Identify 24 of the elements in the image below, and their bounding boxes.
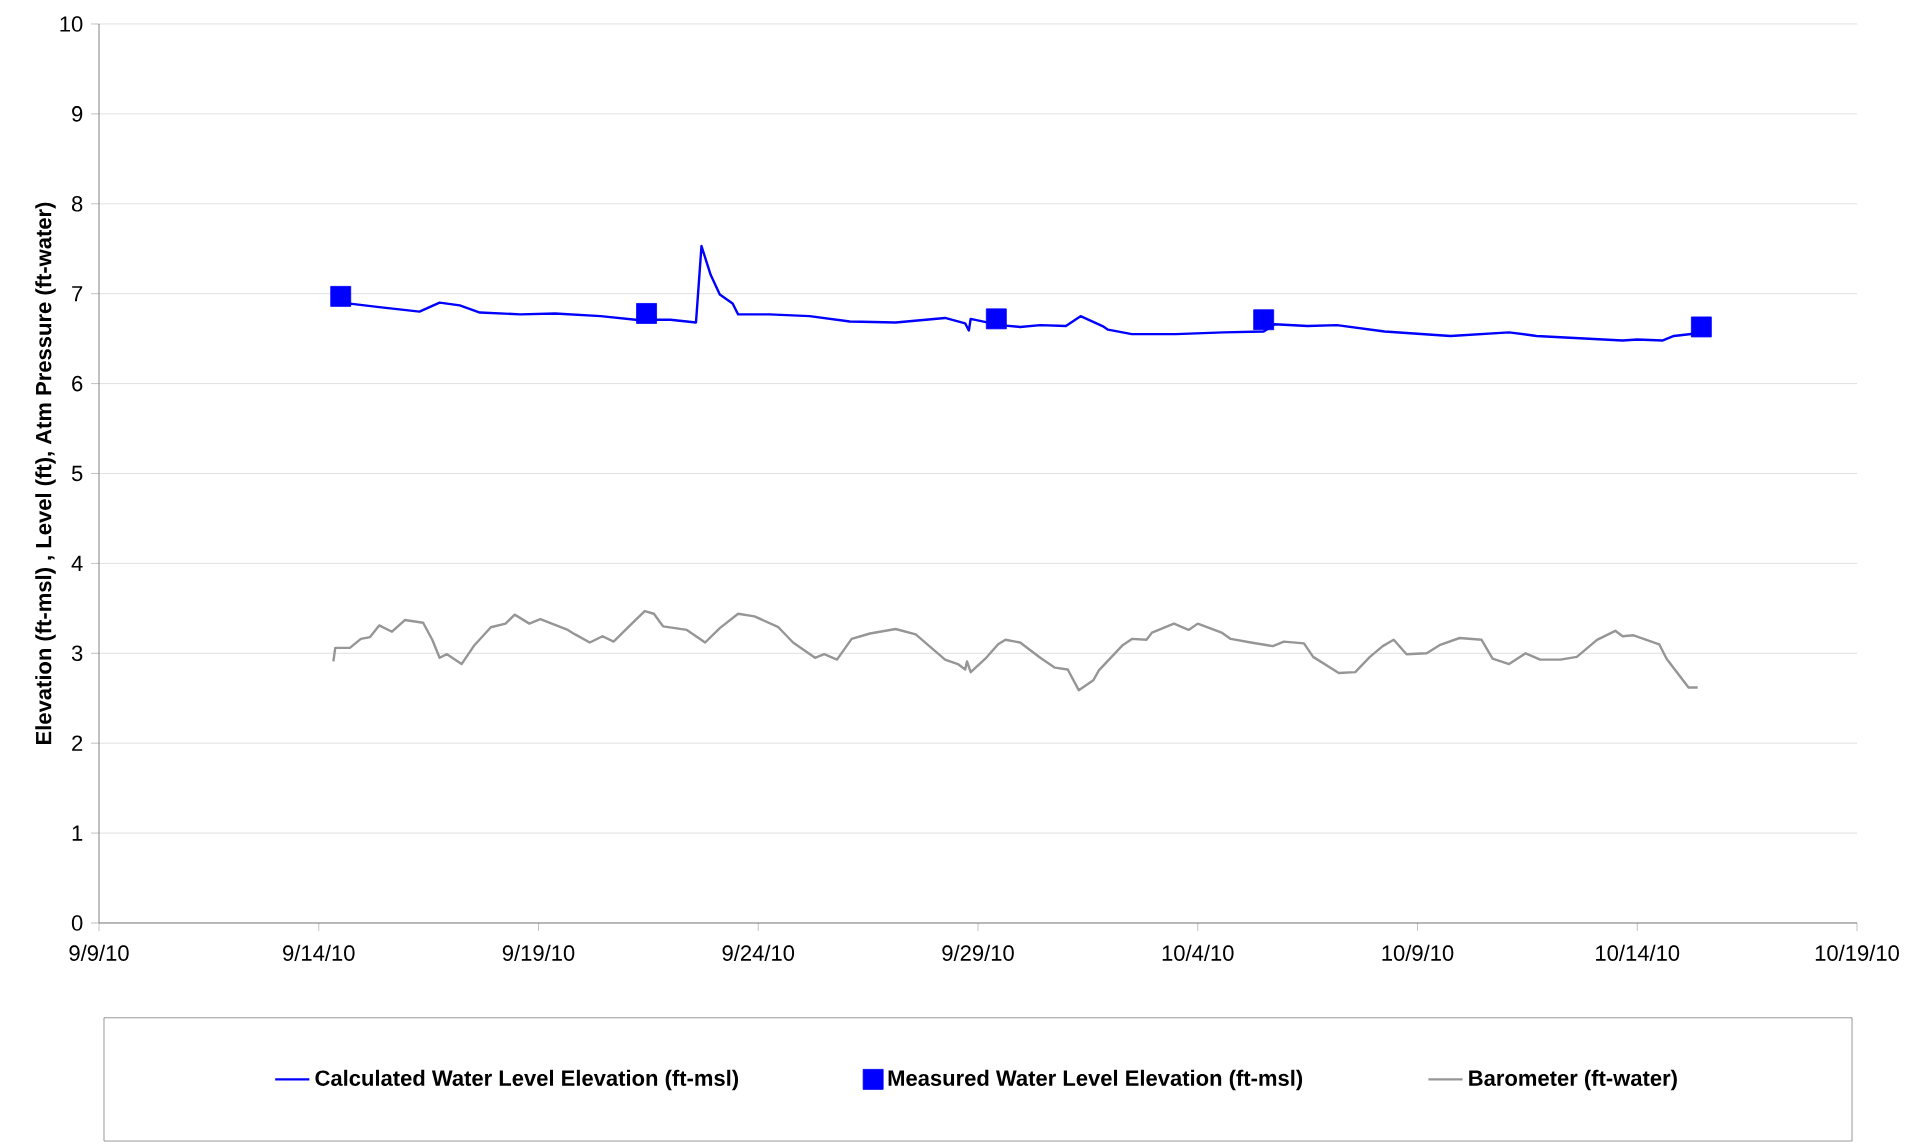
x-tick-label: 10/9/10 [1382,944,1454,961]
y-tick-label: 2 [72,735,83,751]
y-tick-label: 10 [60,16,83,32]
y-tick-label: 3 [71,645,83,662]
y-tick-label: 8 [71,196,83,212]
x-tick-label: 10/19/10 [1815,944,1899,961]
y-tick-label: 1 [72,825,83,841]
x-tick-label: 9/24/10 [722,944,795,961]
y-tick-label: 0 [71,915,83,931]
y-tick-label: 9 [72,106,83,122]
y-tick-label: 7 [72,286,83,302]
x-tick-label: 10/14/10 [1596,944,1680,961]
y-axis-title: Elevation (ft-msl) , Level (ft), Atm Pressure (ft-water) [35,202,56,744]
legend-label: Measured Water Level Elevation (ft-msl) [888,1069,1303,1091]
legend-label: Calculated Water Level Elevation (ft-msl) [315,1069,739,1091]
x-tick-label: 10/4/10 [1162,944,1234,961]
y-tick-label: 4 [71,555,83,571]
x-tick-label: 9/19/10 [502,944,575,961]
x-tick-label: 9/29/10 [942,944,1014,961]
x-tick-label: 9/14/10 [283,944,355,961]
x-tick-label: 9/9/10 [69,944,129,961]
y-tick-label: 5 [71,465,83,482]
legend-label: Barometer (ft-water) [1469,1069,1677,1091]
y-tick-label: 6 [72,375,83,392]
